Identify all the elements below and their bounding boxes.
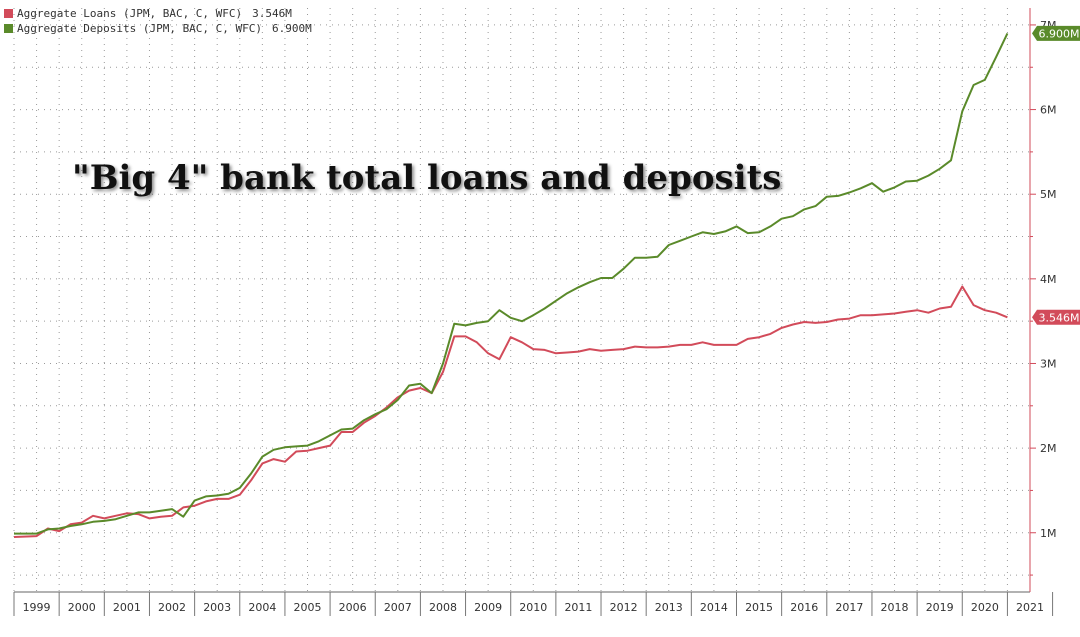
y-tick-label: 6M [1040,104,1057,117]
x-tick-label: 2003 [203,601,231,614]
legend-swatch-loans [4,9,13,18]
x-tick-label: 2002 [158,601,186,614]
x-tick-label: 2017 [835,601,863,614]
badge-deposits: 6.900M [1032,25,1080,41]
x-tick-label: 2013 [655,601,683,614]
chart-title: "Big 4" bank total loans and deposits [72,158,782,198]
y-tick-label: 1M [1040,527,1057,540]
last-value-badges: 3.546M 6.900M [1032,25,1080,325]
badge-shape [1032,309,1080,325]
x-tick-label: 2011 [564,601,592,614]
x-tick-label: 2004 [248,601,276,614]
x-tick-label: 2000 [68,601,96,614]
badge-value-label: 3.546M [1039,311,1080,324]
x-tick-label: 2021 [1016,601,1044,614]
x-axis: 1999 2000 2001 2002 2003 2004 2005 2006 2007 2008… [13,591,1054,616]
y-tick-label: 5M [1040,188,1057,201]
grid [13,8,1031,592]
x-tick-label: 1999 [23,601,51,614]
x-tick-label: 2015 [745,601,773,614]
x-tick-label: 2019 [926,601,954,614]
legend: Aggregate Loans (JPM, BAC, C, WFC) 3.546… [4,6,312,36]
legend-label-deposits: Aggregate Deposits (JPM, BAC, C, WFC) [17,22,263,35]
legend-value-deposits: 6.900M [272,22,312,35]
x-tick-label: 2010 [519,601,547,614]
legend-entry-deposits: Aggregate Deposits (JPM, BAC, C, WFC) 6.… [4,21,312,36]
y-tick-label: 4M [1040,273,1057,286]
legend-entry-loans: Aggregate Loans (JPM, BAC, C, WFC) 3.546… [4,6,312,21]
y-tick-label: 3M [1040,357,1057,370]
x-tick-label: 2001 [113,601,141,614]
x-tick-label: 2009 [474,601,502,614]
series-line-deposits [14,32,1009,535]
badge-loans: 3.546M [1032,309,1080,325]
x-tick-label: 2016 [790,601,818,614]
badge-shape [1032,25,1080,41]
x-tick-label: 2014 [700,601,728,614]
badge-value-label: 6.900M [1039,27,1080,40]
y-tick-label: 2M [1040,442,1057,455]
x-tick-label: 2005 [294,601,322,614]
x-tick-label: 2020 [971,601,999,614]
x-tick-label: 2012 [610,601,638,614]
x-tick-label: 2018 [881,601,909,614]
x-tick-label: 2006 [339,601,367,614]
x-tick-label: 2007 [384,601,412,614]
series-layer [13,32,1009,538]
legend-swatch-deposits [4,24,13,33]
series-line-loans [13,285,1008,538]
legend-label-loans: Aggregate Loans (JPM, BAC, C, WFC) [17,7,243,20]
x-tick-label: 2008 [429,601,457,614]
legend-value-loans: 3.546M [252,7,292,20]
